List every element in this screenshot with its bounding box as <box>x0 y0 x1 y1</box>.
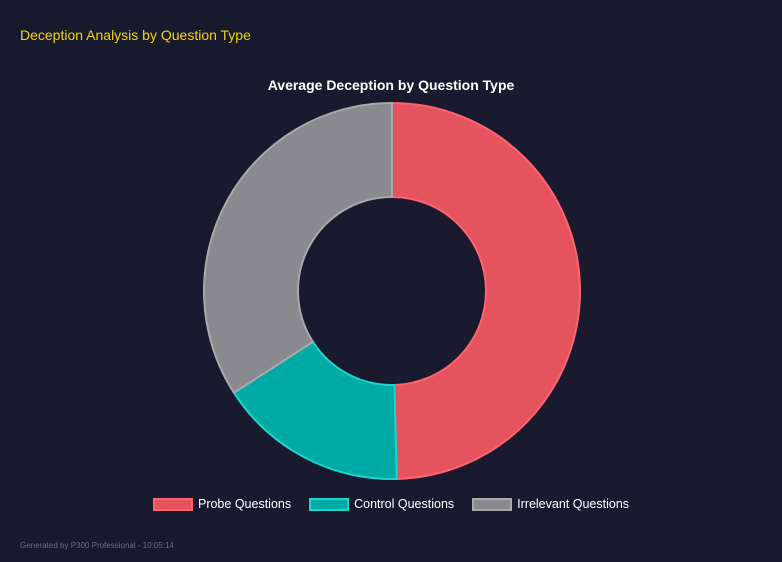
legend-label: Probe Questions <box>197 497 292 511</box>
legend-item-probe[interactable]: Probe Questions <box>152 497 292 511</box>
legend-label: Control Questions <box>354 497 455 511</box>
doughnut-slice-probe-questions[interactable] <box>391 101 581 480</box>
legend-swatch <box>309 497 350 511</box>
legend-label: Irrelevant Questions <box>517 497 630 511</box>
footer-text: Generated by P300 Professional - 10:05:1… <box>20 541 174 550</box>
page-heading: Deception Analysis by Question Type <box>20 27 251 43</box>
legend-swatch <box>472 497 513 511</box>
legend-item-irrelevant[interactable]: Irrelevant Questions <box>472 497 629 511</box>
chart-title: Average Deception by Question Type <box>267 77 515 93</box>
legend-item-control[interactable]: Control Questions <box>309 497 454 511</box>
doughnut-slice-irrelevant-questions[interactable] <box>203 101 393 395</box>
doughnut-slice-control-questions[interactable] <box>232 340 398 480</box>
chart-legend: Probe Questions Control Questions Irrele… <box>0 497 782 511</box>
legend-swatch <box>152 497 193 511</box>
